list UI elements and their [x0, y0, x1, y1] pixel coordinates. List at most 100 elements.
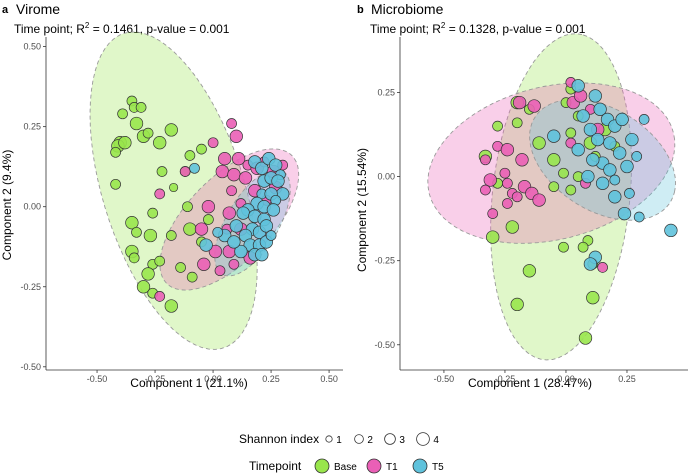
- point-base: [143, 228, 158, 243]
- point-t1: [480, 154, 491, 166]
- point-t5: [588, 89, 602, 103]
- point-t1: [500, 143, 515, 157]
- panel-a-ylabel: Component 2 (9.4%): [0, 150, 14, 261]
- point-t1: [214, 265, 226, 277]
- y-tick-label: 0.25: [377, 88, 395, 98]
- color-legend-label: T1: [386, 462, 398, 473]
- point-base: [196, 143, 207, 155]
- point-t1: [215, 164, 229, 179]
- point-t1: [502, 177, 513, 189]
- point-base: [125, 216, 139, 230]
- point-base: [110, 178, 121, 190]
- point-base: [117, 108, 128, 120]
- point-t5: [591, 132, 605, 147]
- size-legend-key: [416, 432, 430, 446]
- point-base: [184, 150, 196, 161]
- point-t1: [226, 118, 237, 129]
- size-legend-label: 2: [367, 435, 373, 446]
- point-t5: [583, 122, 598, 137]
- point-t5: [586, 153, 600, 167]
- panel-b-plot: -0.50 -0.25 0.00 0.25 -0.50 -0.25 0.00 0.25: [374, 33, 688, 384]
- point-base: [547, 153, 561, 167]
- point-t1: [207, 137, 219, 149]
- panel-b-stat: Time point; R2 = 0.1328, p-value = 0.001: [370, 21, 586, 36]
- x-tick-label: 0.50: [320, 374, 338, 384]
- point-t1: [197, 257, 211, 271]
- point-base: [165, 230, 177, 241]
- point-t1: [227, 168, 241, 182]
- point-t1: [512, 95, 527, 110]
- panel-b-xlabel: Component 1 (28.47%): [468, 376, 592, 390]
- point-t1: [515, 153, 529, 167]
- point-t5: [265, 230, 277, 241]
- point-base: [182, 201, 193, 213]
- point-base: [128, 252, 140, 264]
- point-base: [510, 297, 524, 312]
- point-base: [183, 222, 197, 236]
- size-legend-label: 1: [336, 435, 342, 446]
- point-base: [522, 264, 537, 278]
- size-legend-title: Shannon index: [239, 432, 319, 446]
- panel-a-plot: -0.50 -0.25 0.00 0.25 0.50 -0.50 -0.25 0.00 0.25…: [20, 31, 343, 384]
- point-base: [565, 184, 577, 196]
- color-legend-key-t5: [412, 458, 428, 474]
- point-t1: [532, 193, 546, 207]
- y-tick-label: -0.50: [20, 362, 41, 372]
- point-base: [486, 230, 500, 244]
- point-t1: [480, 184, 491, 196]
- y-tick-label: -0.25: [20, 282, 41, 292]
- panel-b-letter: b: [357, 4, 364, 16]
- size-legend-key: [384, 433, 396, 445]
- color-legend-label: Base: [334, 462, 357, 473]
- point-t5: [199, 238, 213, 252]
- point-t1: [179, 166, 191, 177]
- point-t5: [631, 151, 643, 162]
- point-t5: [581, 169, 595, 184]
- point-t5: [633, 211, 645, 223]
- point-base: [548, 181, 560, 193]
- point-base: [586, 291, 600, 305]
- point-t5: [229, 219, 243, 233]
- point-t1: [222, 206, 236, 220]
- point-base: [565, 127, 577, 139]
- point-base: [558, 241, 569, 253]
- point-base: [154, 255, 166, 267]
- point-base: [156, 166, 168, 177]
- point-t5: [212, 226, 224, 238]
- point-t1: [218, 152, 232, 166]
- size-legend-label: 3: [399, 435, 405, 446]
- size-legend-key: [354, 434, 364, 444]
- point-t1: [154, 188, 166, 200]
- color-legend-title: Timepoint: [249, 459, 302, 473]
- y-tick-label: 0.00: [377, 172, 395, 182]
- x-tick-label: 0.25: [262, 374, 280, 384]
- point-t1: [597, 262, 608, 273]
- point-base: [492, 120, 503, 132]
- point-t5: [269, 158, 283, 172]
- point-base: [578, 331, 593, 345]
- point-t5: [255, 161, 269, 175]
- point-t5: [609, 174, 621, 186]
- point-base: [186, 271, 198, 283]
- point-base: [164, 123, 178, 137]
- y-tick-label: 0.00: [23, 202, 41, 212]
- color-legend-key-base: [314, 458, 330, 474]
- y-tick-label: -0.50: [374, 340, 395, 350]
- point-t5: [227, 235, 241, 249]
- point-base: [131, 226, 142, 238]
- color-legend-key-t1: [366, 458, 382, 474]
- point-t5: [615, 112, 629, 127]
- point-t5: [259, 219, 274, 233]
- point-t1: [502, 198, 513, 209]
- point-t1: [226, 185, 237, 197]
- x-tick-label: 0.25: [618, 374, 636, 384]
- x-tick-label: -0.50: [434, 374, 455, 384]
- point-t5: [571, 79, 585, 93]
- point-t5: [625, 132, 639, 147]
- point-t1: [499, 167, 511, 179]
- point-t5: [603, 163, 617, 177]
- panel-b-title: Microbiome: [371, 1, 444, 17]
- point-base: [135, 102, 147, 113]
- panel-a-letter: a: [2, 4, 9, 16]
- point-t1: [483, 173, 497, 187]
